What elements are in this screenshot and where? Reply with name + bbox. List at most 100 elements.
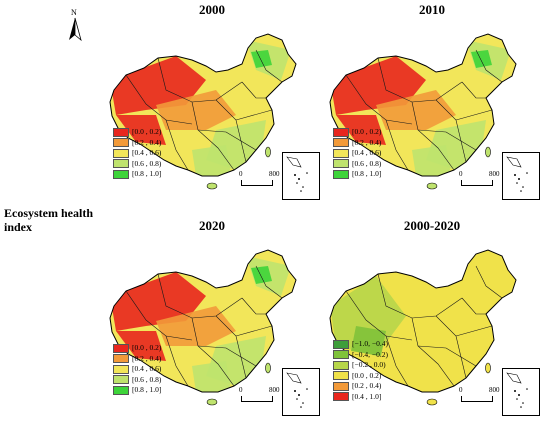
province-border [475,265,503,299]
legend-label: [0.2 , 0.4) [352,137,382,147]
scale-line [241,396,273,402]
legend-item: [0.4 , 0.6) [113,364,161,375]
legend-item: [−1.0, −0.4) [333,339,388,350]
province-border [191,101,235,171]
province-border [461,81,486,99]
legend-swatch [333,381,349,391]
south-china-sea-inset [502,152,540,200]
province-border [385,335,409,387]
legend-item: [0.2 , 0.4) [333,381,388,392]
island [485,362,491,374]
legend-swatch [333,350,349,360]
province-border [417,129,477,151]
legend-swatch [113,354,129,364]
legend-label: [0.6 , 0.8) [132,374,162,384]
scale-zero-label: 0 [239,386,243,394]
province-border [235,325,273,337]
region-fill [192,145,231,176]
island [206,182,218,190]
province-border [461,297,486,315]
map-panel-2000-2020: 2000-2020 [−1.0, −0.4) [−0.4, −0.2) [−0.2 ,… [316,218,548,418]
region-fill [192,361,231,392]
legend-swatch [333,138,349,148]
legend-swatch [113,127,129,137]
province-border [197,129,257,151]
scale-zero-label: 0 [239,170,243,178]
legend-label: [0.8 , 1.0] [352,169,382,179]
panel-title: 2020 [199,218,225,233]
legend-swatch [113,343,129,353]
island [426,182,438,190]
ecosystem-health-index-label: Ecosystem health index [4,206,93,234]
province-border [475,49,503,83]
legend-item: [−0.2 , 0.0) [333,360,388,371]
legend-label: [−0.2 , 0.0) [352,360,386,370]
scale-zero-label: 0 [459,386,463,394]
scale-distance-label: 800 [489,386,500,394]
province-border [165,335,189,387]
legend-swatch [333,339,349,349]
legend-item: [−0.4, −0.2) [333,350,388,361]
region-fill [412,145,451,176]
country-border [109,33,297,177]
south-china-sea-inset [282,152,320,200]
legend-item: [0.0 , 0.2) [113,127,161,138]
legend-swatch [113,375,129,385]
legend-label: [0.6 , 0.8) [132,158,162,168]
island [426,398,438,406]
legend-swatch [333,371,349,381]
island [206,398,218,406]
legend-label: [0.2 , 0.4) [132,137,162,147]
panel-title: 2010 [419,2,445,17]
legend-swatch [333,127,349,137]
legend-label: [0.4 , 0.6) [132,148,162,158]
province-border [241,297,266,315]
legend-label: [−0.4, −0.2) [352,349,388,359]
choropleth-map [329,249,517,406]
scale-line [241,180,273,186]
legend-item: [0.4 , 0.6) [113,148,161,159]
legend-item: [0.2 , 0.4) [113,138,161,149]
region-fill [471,50,492,68]
province-border [385,119,409,171]
legend-label: [0.4 , 0.6) [352,148,382,158]
choropleth-map [109,249,297,406]
scale-line [461,396,493,402]
legend-item: [0.0 , 0.2) [333,371,388,382]
province-border [455,325,493,337]
legend-label: [0.0 , 0.2) [132,127,162,137]
legend-label: [0.0 , 0.2) [132,343,162,353]
region-fill [336,115,386,145]
province-border [125,290,193,341]
legend-swatch [333,148,349,158]
legend-label: [0.8 , 1.0] [132,385,162,395]
province-border [417,345,477,367]
map-legend: [0.0 , 0.2) [0.2 , 0.4) [0.4 , 0.6) [0.6 , … [333,127,381,180]
legend-item: [0.2 , 0.4) [113,354,161,365]
province-border [455,109,493,121]
legend-item: [0.2 , 0.4) [333,138,381,149]
scale-distance-label: 800 [489,170,500,178]
legend-swatch [113,169,129,179]
choropleth-map [109,33,297,190]
map-panel-2000: 2000 [0.0 , 0.2) [0.2 , 0.4) [0.4 , 0.6) [0.… [96,2,328,202]
province-border [255,49,283,83]
province-border [345,74,413,125]
legend-swatch [113,364,129,374]
legend-item: [0.6 , 0.8) [113,159,161,170]
legend-item: [0.0 , 0.2) [333,127,381,138]
province-border [235,109,273,121]
legend-item: [0.4 , 0.6) [333,148,381,159]
province-border [125,74,193,125]
country-border [109,249,297,393]
legend-label: [0.6 , 0.8) [352,158,382,168]
legend-swatch [113,385,129,395]
region-fill [351,326,386,356]
legend-label: [0.2 , 0.4) [132,353,162,363]
scale-distance-label: 800 [269,170,280,178]
legend-item: [0.8 , 1.0] [113,385,161,396]
region-fill [251,266,272,284]
north-arrow-icon [69,17,82,42]
legend-swatch [113,159,129,169]
map-legend: [−1.0, −0.4) [−0.4, −0.2) [−0.2 , 0.0) [0.0… [333,339,388,402]
